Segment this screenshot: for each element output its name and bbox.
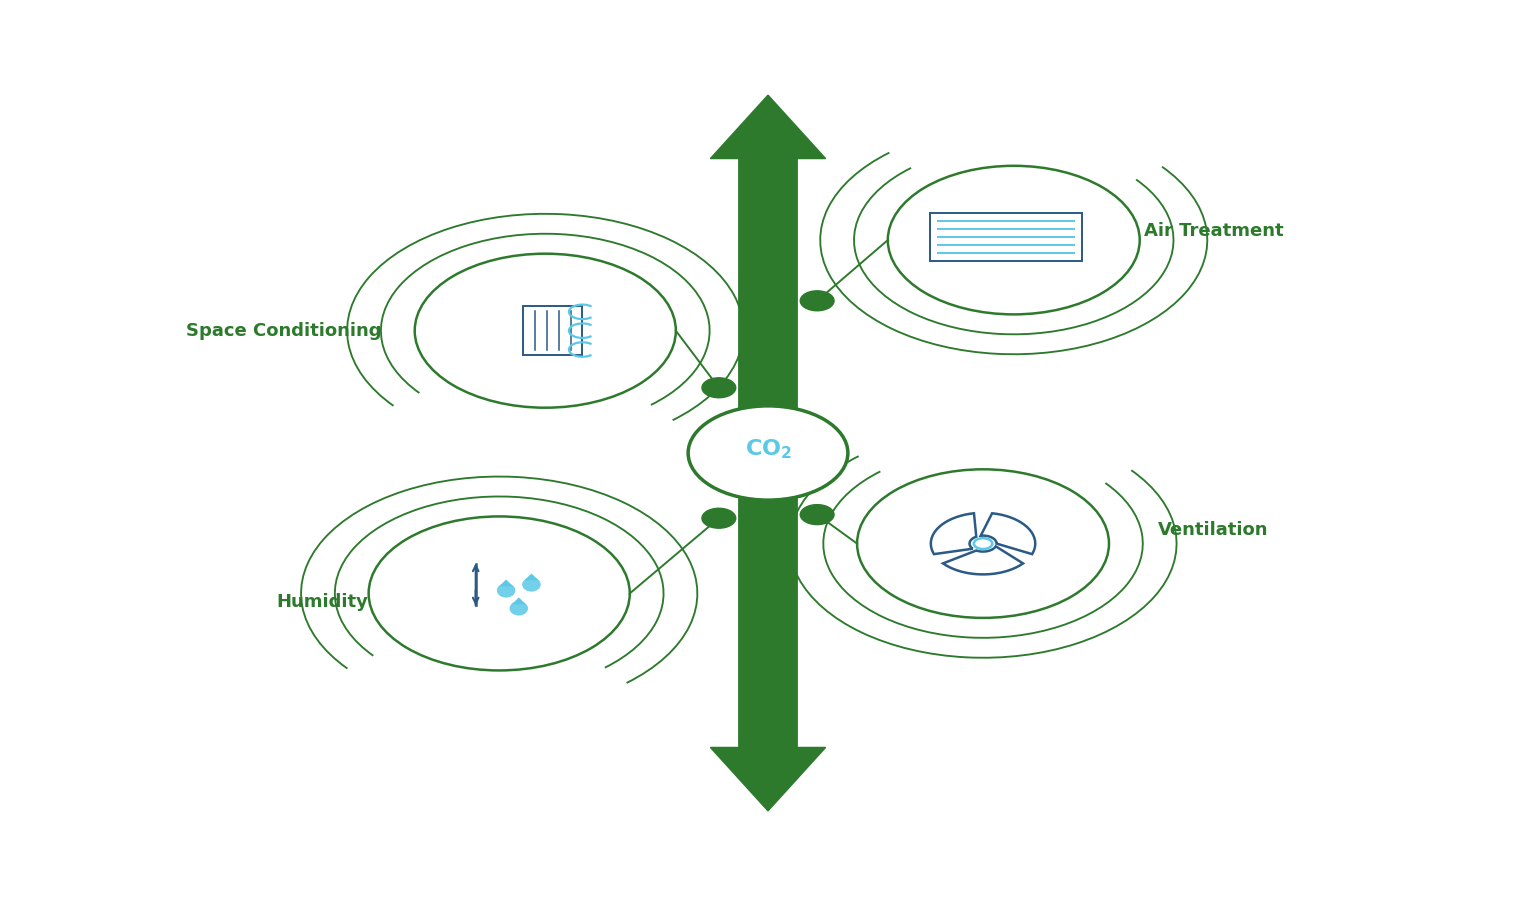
Circle shape: [688, 406, 848, 500]
Circle shape: [800, 291, 834, 311]
Polygon shape: [501, 580, 511, 586]
Circle shape: [857, 469, 1109, 618]
Bar: [524, 306, 582, 355]
Text: Ventilation: Ventilation: [1158, 521, 1269, 539]
Bar: [931, 213, 1081, 262]
Polygon shape: [710, 95, 825, 811]
Text: $\mathbf{CO_2}$: $\mathbf{CO_2}$: [745, 438, 791, 461]
Circle shape: [888, 166, 1140, 314]
Circle shape: [369, 516, 630, 670]
Text: Space Conditioning: Space Conditioning: [186, 322, 382, 340]
Ellipse shape: [510, 602, 528, 615]
Circle shape: [974, 538, 992, 549]
Polygon shape: [513, 598, 525, 604]
Circle shape: [702, 378, 736, 398]
Ellipse shape: [522, 578, 541, 592]
Ellipse shape: [498, 583, 515, 597]
Circle shape: [415, 254, 676, 408]
Text: Humidity: Humidity: [276, 593, 369, 612]
Text: Air Treatment: Air Treatment: [1144, 222, 1283, 240]
Polygon shape: [525, 574, 538, 580]
Circle shape: [702, 508, 736, 528]
Circle shape: [800, 505, 834, 525]
